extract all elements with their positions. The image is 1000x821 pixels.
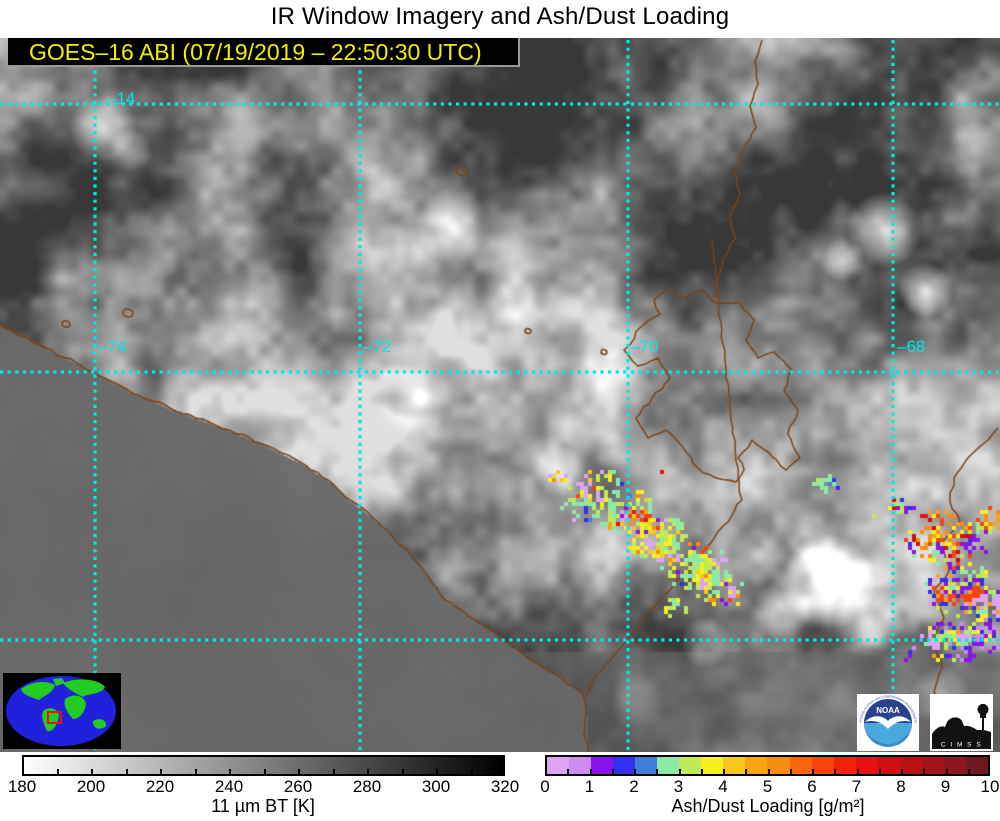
- ash-colorbar-segment: [899, 757, 922, 774]
- colorbar-tick: [723, 769, 725, 774]
- region-marker: [47, 711, 62, 724]
- ash-colorbar-segment: [613, 757, 636, 774]
- colorbar-tick: [263, 769, 266, 774]
- ash-colorbar-segment: [965, 757, 988, 774]
- grid-coordinate-label: –68: [897, 337, 926, 356]
- bt-colorbar-label: 220: [145, 777, 175, 796]
- ash-colorbar-label: 7: [851, 777, 862, 796]
- colorbar-tick: [634, 769, 636, 774]
- ash-colorbar-segment: [723, 757, 746, 774]
- ash-colorbar-segment: [811, 757, 834, 774]
- bt-colorbar-label: 260: [283, 777, 313, 796]
- colorbar-tick: [901, 769, 903, 774]
- page-title: IR Window Imagery and Ash/Dust Loading: [270, 3, 730, 30]
- colorbar-tick: [923, 769, 926, 774]
- bt-colorbar-label: 200: [76, 777, 106, 796]
- cimss-observatory-icon: [932, 703, 991, 739]
- colorbar-tick: [945, 769, 948, 774]
- ash-colorbar-label: 2: [629, 777, 639, 796]
- grid-coordinate-label: –74: [98, 337, 127, 356]
- ash-colorbar-segment: [921, 757, 944, 774]
- colorbar-tick: [678, 769, 681, 774]
- ash-colorbar-segment: [745, 757, 768, 774]
- bt-colorbar-label: 180: [7, 777, 37, 796]
- colorbar-tick: [967, 769, 970, 774]
- bt-colorbar-label: 280: [352, 777, 382, 796]
- ash-colorbar-label: 1: [584, 777, 595, 796]
- colorbar-tick: [567, 769, 570, 774]
- globe-locator: [3, 673, 121, 749]
- ash-colorbar: [545, 755, 990, 776]
- timestamp-banner: GOES–16 ABI (07/19/2019 – 22:50:30 UTC): [8, 38, 520, 67]
- colorbar-tick: [834, 769, 837, 774]
- noaa-text: NOAA: [876, 706, 900, 715]
- ash-colorbar-segment: [591, 757, 614, 774]
- bt-colorbar: [22, 755, 505, 776]
- globe-continents: [21, 678, 107, 732]
- ash-colorbar-label: 9: [940, 777, 951, 796]
- colorbar-tick: [160, 769, 162, 774]
- ash-colorbar-segment: [701, 757, 724, 774]
- colorbar-tick: [56, 769, 59, 774]
- colorbar-tick: [229, 769, 231, 774]
- colorbar-tick: [767, 769, 770, 774]
- ash-colorbar-label: 10: [980, 777, 1000, 796]
- ash-colorbar-title: Ash/Dust Loading [g/m²]: [671, 796, 865, 816]
- grid-coordinate-label: –14: [107, 89, 136, 108]
- ash-colorbar-segment: [877, 757, 900, 774]
- ash-colorbar-label: 3: [673, 777, 684, 796]
- satellite-map: [0, 38, 1000, 752]
- ash-colorbar-segment: [635, 757, 658, 774]
- colorbar-tick: [700, 769, 703, 774]
- ash-colorbar-label: 0: [540, 777, 550, 796]
- colorbar-tick: [611, 769, 614, 774]
- colorbar-tick: [878, 769, 881, 774]
- colorbar-tick: [436, 769, 438, 774]
- colorbar-tick: [125, 769, 128, 774]
- ash-colorbar-segment: [855, 757, 878, 774]
- ash-colorbar-segment: [679, 757, 702, 774]
- grid-coordinate-label: –70: [630, 337, 659, 356]
- colorbar-tick: [194, 769, 197, 774]
- grid-coordinate-label: –72: [363, 337, 392, 356]
- latlon-grid: [0, 40, 1000, 752]
- cimss-text: C I M S S: [941, 742, 982, 749]
- colorbar-tick: [401, 769, 404, 774]
- bt-colorbar-label: 320: [490, 777, 520, 796]
- colorbar-tick: [91, 769, 93, 774]
- ash-colorbar-segment: [657, 757, 680, 774]
- ash-colorbar-segment: [767, 757, 790, 774]
- noaa-seagull-icon: [865, 716, 911, 729]
- bt-colorbar-title: 11 µm BT [K]: [211, 796, 315, 816]
- ash-colorbar-label: 5: [762, 777, 773, 796]
- ash-colorbar-segment: [569, 757, 592, 774]
- noaa-logo: NOAA NATIONAL OCEANIC AND ATMOSPHERIC AD…: [856, 691, 919, 751]
- bt-colorbar-label: 240: [214, 777, 244, 796]
- ash-colorbar-label: 4: [718, 777, 728, 796]
- colorbar-tick: [470, 769, 473, 774]
- colorbar-tick: [589, 769, 592, 774]
- colorbar-tick: [298, 769, 300, 774]
- ash-colorbar-label: 8: [896, 777, 906, 796]
- ash-colorbar-label: 6: [807, 777, 817, 796]
- colorbar-tick: [856, 769, 859, 774]
- colorbar-tick: [332, 769, 335, 774]
- colorbar-tick: [812, 769, 814, 774]
- ash-colorbar-segment: [789, 757, 812, 774]
- colorbar-tick: [789, 769, 792, 774]
- colorbar-tick: [745, 769, 748, 774]
- ash-colorbar-segment: [943, 757, 966, 774]
- satellite-imagery-canvas: [0, 38, 1000, 752]
- ash-colorbar-segment: [833, 757, 856, 774]
- colorbar-tick: [656, 769, 659, 774]
- cimss-logo: C I M S S: [930, 694, 993, 751]
- ash-colorbar-segment: [547, 757, 570, 774]
- colorbar-tick: [367, 769, 369, 774]
- bt-colorbar-label: 300: [421, 777, 451, 796]
